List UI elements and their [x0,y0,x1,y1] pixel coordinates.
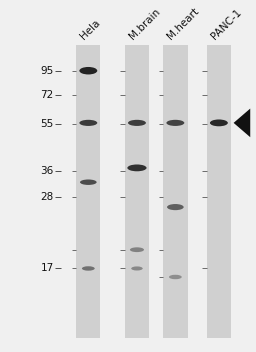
Ellipse shape [128,120,146,126]
Ellipse shape [82,266,95,271]
Ellipse shape [130,247,144,252]
Text: 72: 72 [40,89,54,100]
Text: 28: 28 [40,192,54,202]
Ellipse shape [131,266,143,271]
Text: Hela: Hela [79,18,102,42]
Ellipse shape [166,120,184,126]
Text: PANC-1: PANC-1 [209,8,243,42]
Ellipse shape [210,119,228,126]
Bar [207,45,231,338]
Ellipse shape [169,275,182,279]
Ellipse shape [80,180,97,185]
Text: 17: 17 [40,263,54,274]
Text: 95: 95 [40,66,54,76]
Text: 36: 36 [40,166,54,176]
Polygon shape [233,108,250,137]
Text: M.brain: M.brain [127,7,162,42]
Bar [163,45,187,338]
Text: 55: 55 [40,119,54,128]
Ellipse shape [79,120,97,126]
Ellipse shape [79,67,97,75]
Bar [125,45,149,338]
Ellipse shape [167,204,184,210]
Bar [76,45,100,338]
Ellipse shape [127,164,146,171]
Text: M.heart: M.heart [166,6,201,42]
